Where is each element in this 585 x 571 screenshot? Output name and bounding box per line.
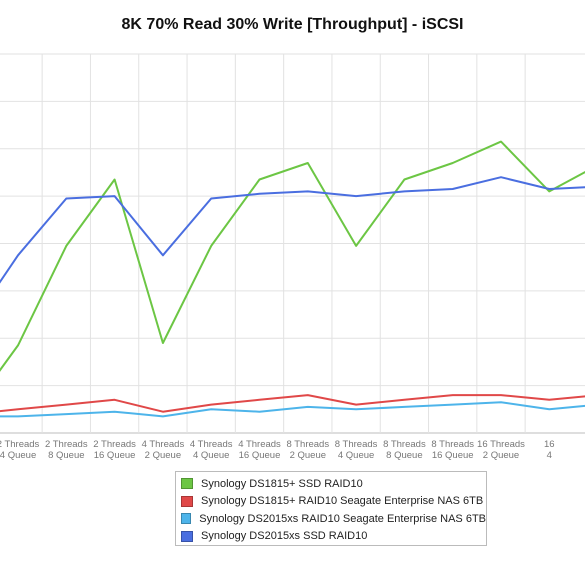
- x-tick-label: 16 4: [544, 439, 555, 461]
- grid-lines: [0, 53, 585, 434]
- series-lines: [0, 140, 585, 418]
- legend-swatch: [181, 478, 193, 490]
- legend-label: Synology DS2015xs SSD RAID10: [201, 530, 368, 543]
- legend-swatch: [181, 513, 192, 525]
- legend-label: Synology DS1815+ RAID10 Seagate Enterpri…: [201, 495, 484, 508]
- x-tick-label: 2 Threads 4 Queue: [0, 439, 40, 461]
- legend-item-1: Synology DS1815+ SSD RAID10: [181, 475, 486, 493]
- series-line-4: [0, 176, 585, 284]
- x-tick-label: 4 Threads 16 Queue: [238, 439, 281, 461]
- legend-item-4: Synology DS2015xs SSD RAID10: [181, 528, 486, 546]
- chart-title: 8K 70% Read 30% Write [Throughput] - iSC…: [121, 16, 464, 33]
- x-tick-label: 8 Threads 2 Queue: [286, 439, 329, 461]
- x-tick-label: 2 Threads 8 Queue: [45, 439, 88, 461]
- legend-item-3: Synology DS2015xs RAID10 Seagate Enterpr…: [181, 510, 486, 528]
- series-line-1: [0, 140, 585, 372]
- x-tick-label: 16 Threads 2 Queue: [477, 439, 525, 461]
- legend-swatch: [181, 495, 193, 507]
- x-tick-label: 8 Threads 16 Queue: [431, 439, 474, 461]
- x-tick-label: 8 Threads 8 Queue: [383, 439, 426, 461]
- x-tick-label: 2 Threads 16 Queue: [93, 439, 136, 461]
- legend-swatch: [181, 530, 193, 542]
- series-line-2: [0, 394, 585, 413]
- x-tick-label: 4 Threads 4 Queue: [190, 439, 233, 461]
- x-tick-label: 4 Threads 2 Queue: [142, 439, 185, 461]
- legend: Synology DS1815+ SSD RAID10 Synology DS18…: [175, 471, 487, 546]
- legend-label: Synology DS1815+ SSD RAID10: [201, 477, 363, 490]
- legend-item-2: Synology DS1815+ RAID10 Seagate Enterpri…: [181, 493, 486, 511]
- series-line-3: [0, 401, 585, 418]
- x-tick-label: 8 Threads 4 Queue: [335, 439, 378, 461]
- legend-label: Synology DS2015xs RAID10 Seagate Enterpr…: [199, 512, 486, 525]
